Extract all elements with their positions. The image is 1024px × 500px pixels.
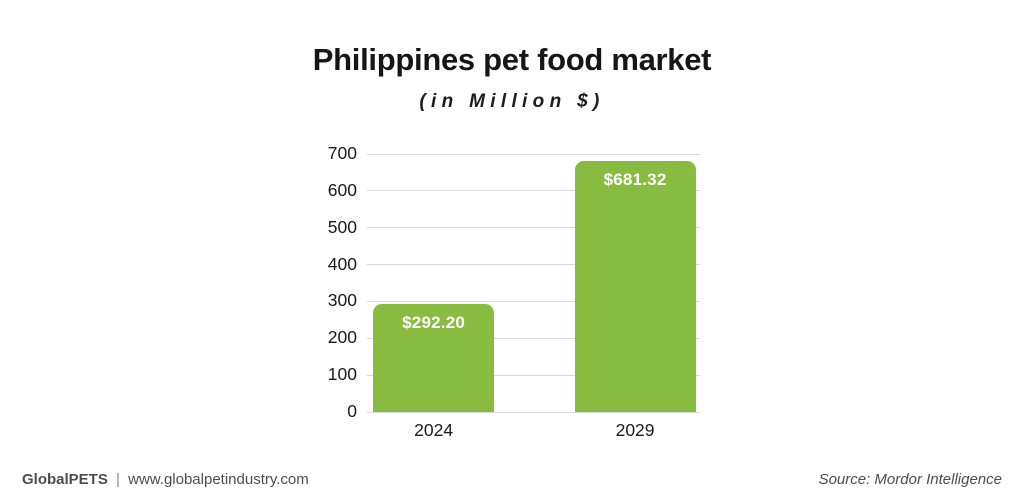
bar-2029: $681.32 <box>574 160 696 412</box>
y-axis-tick-label: 200 <box>327 327 357 348</box>
y-axis-tick-label: 500 <box>327 216 357 237</box>
gridline <box>367 337 700 339</box>
gridline <box>367 300 700 302</box>
x-axis-tick-label: 2024 <box>414 420 454 440</box>
bar-value-label: $292.20 <box>402 313 466 333</box>
gridline <box>367 374 700 376</box>
source-attribution: Source: Mordor Intelligence <box>818 471 1002 488</box>
brand-name: GlobalPETS <box>22 471 108 488</box>
bar-chart-plot-area: 0 100 200 300 400 500 600 700 $292.20 2024 $681.32… <box>328 143 700 440</box>
footer: GlobalPETS | www.globalpetindustry.com S… <box>22 471 1002 488</box>
y-axis-tick-label: 600 <box>327 179 357 200</box>
footer-branding: GlobalPETS | www.globalpetindustry.com <box>22 471 309 488</box>
y-axis-tick-label: 700 <box>327 143 357 164</box>
website-url: www.globalpetindustry.com <box>128 471 309 488</box>
gridline <box>367 227 700 229</box>
y-axis-tick-label: 300 <box>327 290 357 311</box>
x-axis-tick-label: 2029 <box>615 420 655 440</box>
y-axis-tick-label: 0 <box>347 401 357 422</box>
chart-subtitle: (in Million $) <box>419 91 605 113</box>
bar-2024: $292.20 <box>373 304 495 412</box>
gridline <box>367 411 700 413</box>
gridline <box>367 190 700 192</box>
y-axis-tick-label: 400 <box>327 253 357 274</box>
chart-title: Philippines pet food market <box>312 42 712 77</box>
bar-value-label: $681.32 <box>603 169 667 189</box>
gridline <box>367 264 700 266</box>
footer-separator: | <box>116 471 120 488</box>
y-axis-tick-label: 100 <box>327 364 357 385</box>
gridline <box>367 153 700 155</box>
